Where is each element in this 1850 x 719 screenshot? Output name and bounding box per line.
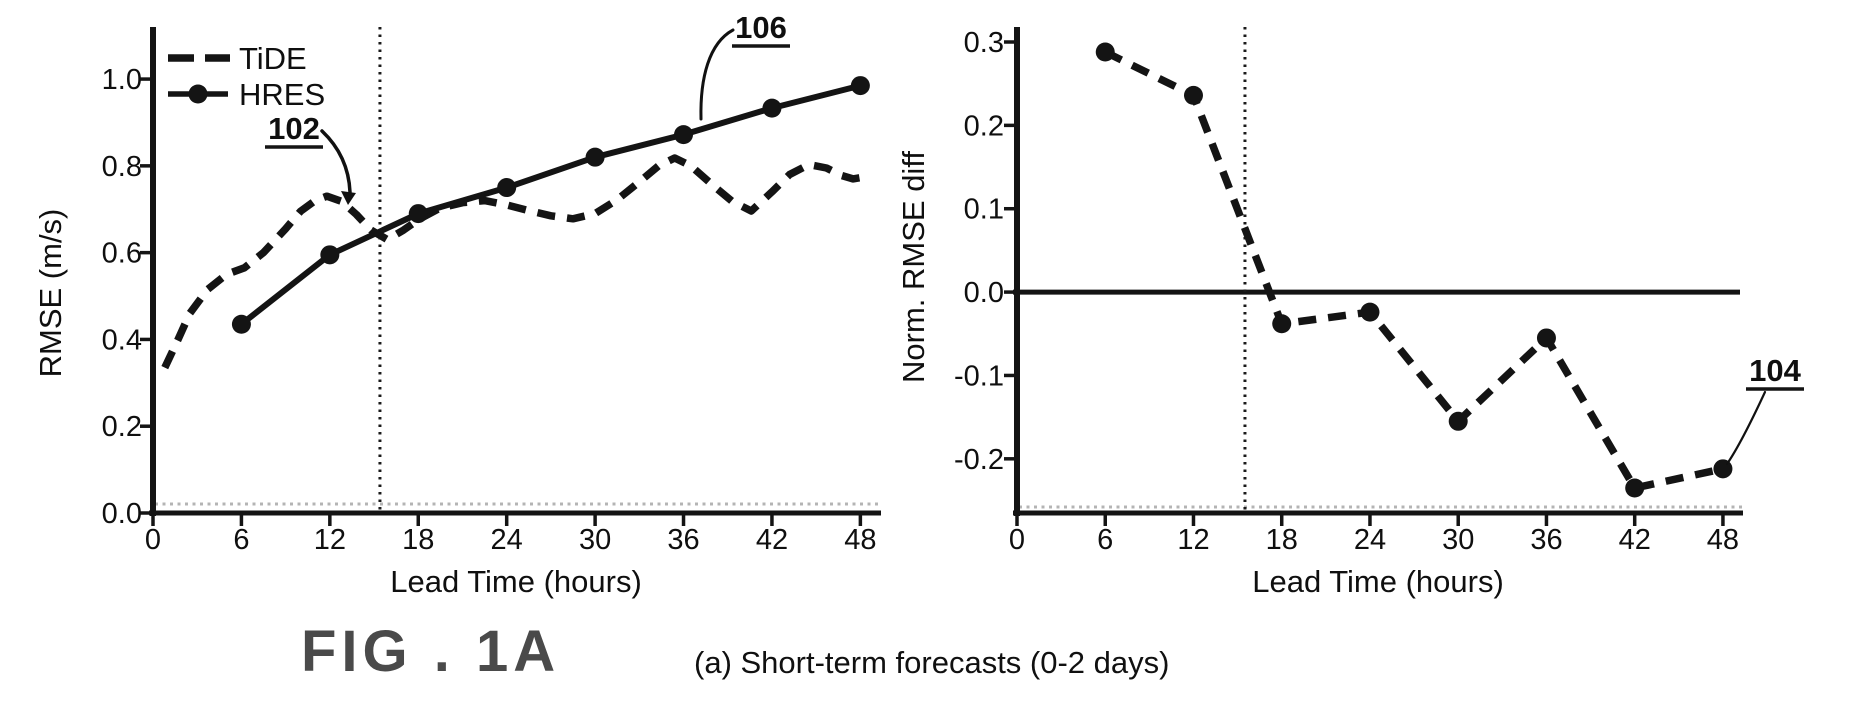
y-tick-label: 0.6 xyxy=(102,238,142,270)
legend-marker-sample xyxy=(188,84,208,104)
annotation-102: 102 xyxy=(265,111,356,205)
hres-markers xyxy=(231,76,870,334)
tide-series-line xyxy=(161,154,867,370)
x-axis-label: Lead Time (hours) xyxy=(390,564,642,599)
annotation-label: 102 xyxy=(268,111,320,146)
data-point-marker xyxy=(1713,459,1733,479)
x-tick-label: 6 xyxy=(1097,524,1113,556)
x-tick-label: 6 xyxy=(233,524,249,556)
x-tick-label: 12 xyxy=(1177,524,1209,556)
data-point-marker xyxy=(408,204,428,224)
x-tick-label: 18 xyxy=(1266,524,1298,556)
data-point-marker xyxy=(1095,42,1115,62)
annotation-104: 104 xyxy=(1725,353,1804,466)
y-tick-label: 0.8 xyxy=(102,151,142,183)
data-point-marker xyxy=(497,178,517,198)
x-tick-label: 30 xyxy=(1442,524,1474,556)
legend-label: TiDE xyxy=(239,41,307,76)
x-tick-label: 24 xyxy=(1354,524,1386,556)
data-point-marker xyxy=(762,98,782,118)
y-axis-label: RMSE (m/s) xyxy=(33,209,68,378)
x-tick-label: 0 xyxy=(145,524,161,556)
y-tick-label: 0.0 xyxy=(964,277,1004,309)
data-point-marker xyxy=(1183,85,1203,105)
x-tick-label: 36 xyxy=(1530,524,1562,556)
annotation-label: 104 xyxy=(1749,353,1801,388)
annotation-arrowhead xyxy=(341,191,356,205)
x-tick-label: 48 xyxy=(844,524,876,556)
legend-label: HRES xyxy=(239,77,325,112)
data-point-marker xyxy=(1272,314,1292,334)
annotation-leader-line xyxy=(699,28,735,121)
y-tick-label: 0.0 xyxy=(102,498,142,530)
fig-label: FIG . 1A xyxy=(301,619,561,684)
data-point-marker xyxy=(674,125,694,145)
y-axis-label: Norm. RMSE diff xyxy=(896,151,931,383)
hres-series-line xyxy=(239,82,862,327)
x-tick-label: 42 xyxy=(1619,524,1651,556)
x-tick-label: 36 xyxy=(667,524,699,556)
data-point-marker xyxy=(1448,411,1468,431)
annotation-label: 106 xyxy=(735,10,787,45)
x-tick-label: 18 xyxy=(402,524,434,556)
legend-item-hres: HRES xyxy=(168,77,325,112)
chart-norm-rmse-diff: 0 6 12 18 24 30 36 42 48 0.3 0.2 0.1 0.0 -0.1 -0.2 Lead… xyxy=(896,27,1804,599)
figure-caption: (a) Short-term forecasts (0-2 days) xyxy=(694,645,1170,680)
y-tick-label: 0.1 xyxy=(964,194,1004,226)
norm-rmse-diff-series-line xyxy=(1103,48,1724,492)
data-point-marker xyxy=(1360,302,1380,322)
x-tick-label: 0 xyxy=(1009,524,1025,556)
y-tick-label: 0.2 xyxy=(964,110,1004,142)
annotation-leader-line xyxy=(1725,390,1767,466)
data-point-marker xyxy=(850,76,870,96)
x-axis-label: Lead Time (hours) xyxy=(1252,564,1504,599)
data-point-marker xyxy=(585,147,605,167)
data-point-marker xyxy=(320,245,340,265)
y-tick-label: 0.3 xyxy=(964,27,1004,59)
data-point-marker xyxy=(1625,478,1645,498)
x-tick-label: 24 xyxy=(491,524,523,556)
y-tick-label: 0.4 xyxy=(102,324,142,356)
x-tick-label: 30 xyxy=(579,524,611,556)
data-point-marker xyxy=(231,314,251,334)
y-tick-label: 0.2 xyxy=(102,411,142,443)
norm-rmse-diff-markers xyxy=(1095,42,1733,498)
legend-item-tide: TiDE xyxy=(168,41,307,76)
x-tick-label: 42 xyxy=(756,524,788,556)
x-tick-label: 12 xyxy=(314,524,346,556)
annotation-leader-line xyxy=(320,129,352,194)
annotation-106: 106 xyxy=(699,10,790,121)
y-tick-label: -0.1 xyxy=(954,360,1004,392)
y-tick-label: -0.2 xyxy=(954,444,1004,476)
x-tick-label: 48 xyxy=(1707,524,1739,556)
chart-rmse: 0 6 12 18 24 30 36 42 48 0.0 0.2 0.4 0.6 0.8 1.0 Lead T… xyxy=(33,10,881,599)
data-point-marker xyxy=(1536,328,1556,348)
y-tick-label: 1.0 xyxy=(102,64,142,96)
